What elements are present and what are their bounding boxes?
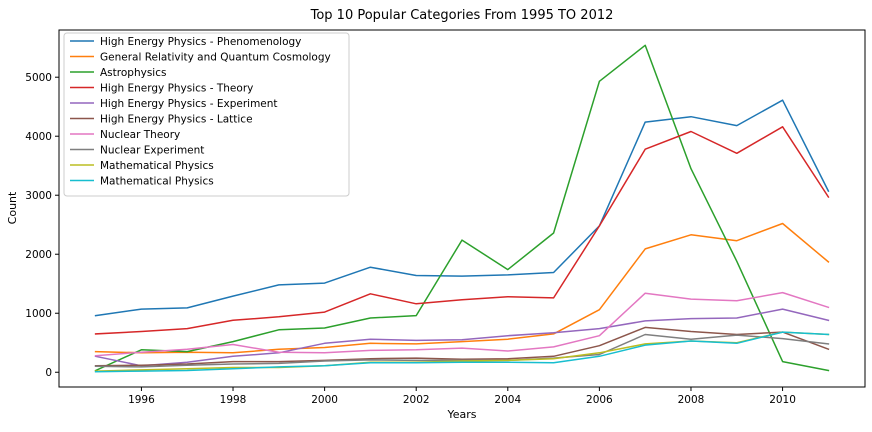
- legend-label: Mathematical Physics: [100, 176, 214, 188]
- x-axis-label: Years: [446, 408, 476, 421]
- legend-label: High Energy Physics - Lattice: [100, 114, 253, 126]
- plot-area: [94, 44, 830, 373]
- x-tick-label: 2008: [678, 394, 705, 406]
- y-tick-label: 0: [45, 367, 52, 379]
- y-axis-label: Count: [6, 191, 19, 224]
- series-line-2: [94, 222, 830, 354]
- legend-box: [63, 32, 350, 197]
- x-tick-label: 1996: [128, 394, 155, 406]
- series-line-6: [94, 326, 830, 367]
- series-line-4: [94, 126, 830, 335]
- x-axis: 1996 1998 2000 2002 2004 2006 2008 2010: [128, 387, 796, 406]
- legend-label: Astrophysics: [100, 67, 166, 79]
- series-line-3: [94, 44, 830, 372]
- legend-label: Mathematical Physics: [100, 160, 214, 172]
- y-axis: 0 1000 2000 3000 4000 5000: [25, 72, 59, 379]
- legend-label: High Energy Physics - Phenomenology: [100, 36, 301, 48]
- plot-frame: [58, 29, 866, 388]
- x-tick-label: 2006: [586, 394, 613, 406]
- x-tick-label: 2000: [311, 394, 338, 406]
- series-line-5: [94, 308, 830, 367]
- legend-label: Nuclear Theory: [100, 129, 180, 141]
- y-tick-label: 3000: [25, 190, 52, 202]
- legend-label: General Relativity and Quantum Cosmology: [100, 52, 331, 64]
- x-tick-label: 1998: [220, 394, 247, 406]
- x-tick-label: 2004: [494, 394, 521, 406]
- y-tick-label: 5000: [25, 72, 52, 84]
- legend-label: High Energy Physics - Experiment: [100, 98, 278, 110]
- chart-title: Top 10 Popular Categories From 1995 TO 2…: [310, 8, 614, 23]
- x-tick-label: 2002: [403, 394, 430, 406]
- x-tick-label: 2010: [769, 394, 796, 406]
- legend-label: High Energy Physics - Theory: [100, 83, 253, 95]
- series-line-7: [94, 291, 830, 357]
- y-tick-label: 2000: [25, 249, 52, 261]
- series-line-1: [94, 99, 830, 317]
- legend: High Energy Physics - Phenomenology Gener…: [63, 32, 350, 197]
- series-line-10: [94, 331, 830, 373]
- legend-label: Nuclear Experiment: [100, 145, 204, 157]
- y-tick-label: 4000: [25, 131, 52, 143]
- y-tick-label: 1000: [25, 308, 52, 320]
